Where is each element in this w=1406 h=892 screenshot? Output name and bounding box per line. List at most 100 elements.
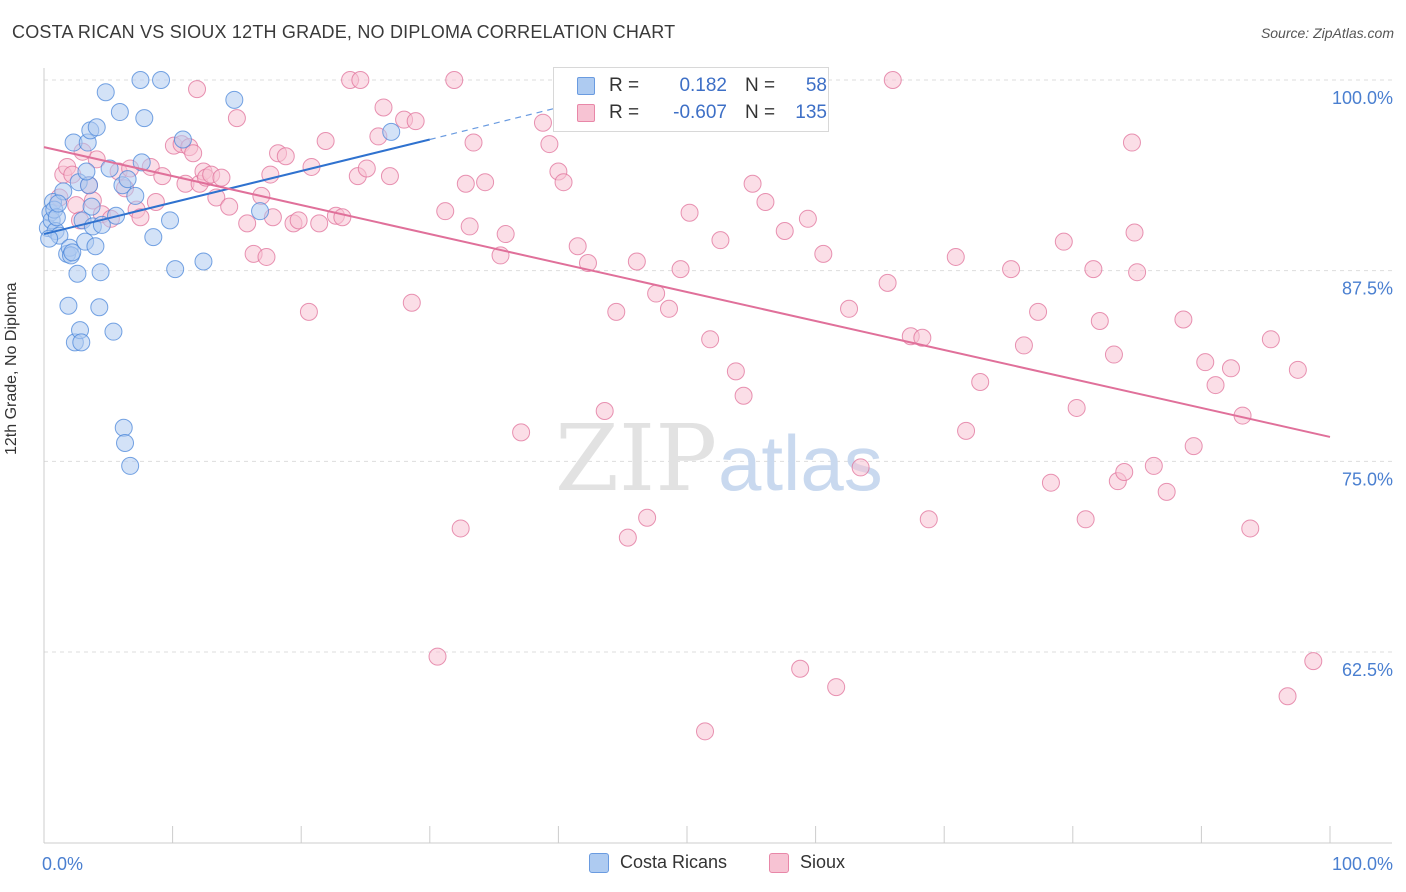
y-tick-label: 87.5%: [1342, 279, 1393, 299]
sioux-point: [512, 423, 531, 442]
costa-rican-point: [77, 162, 96, 181]
legend-row-sioux: R = -0.607 N = 135: [554, 100, 827, 126]
sioux-point: [659, 299, 678, 318]
costa-rican-point: [49, 194, 68, 213]
sioux-point: [1157, 482, 1176, 501]
costa-rican-point: [118, 170, 137, 189]
costa-rican-point: [144, 228, 163, 247]
y-tick-label: 100.0%: [1332, 88, 1393, 108]
x-tick-label: 100.0%: [1332, 854, 1393, 874]
sioux-point: [451, 519, 470, 538]
sioux-point: [496, 225, 515, 244]
costa-rican-point: [121, 456, 140, 475]
sioux-point: [1206, 376, 1225, 395]
legend-n-value: 135: [795, 102, 827, 123]
sioux-point: [840, 299, 859, 318]
sioux-point: [957, 421, 976, 440]
sioux-point: [1076, 510, 1095, 529]
costa-rican-point: [114, 418, 133, 437]
costa-rican-point: [72, 333, 91, 352]
sioux-point: [578, 254, 597, 273]
sioux-point: [971, 373, 990, 392]
sioux-point: [1104, 345, 1123, 364]
sioux-point: [883, 71, 902, 89]
sioux-point: [1115, 463, 1134, 482]
sioux-point: [316, 132, 335, 151]
costa-rican-point: [100, 159, 119, 178]
sioux-point: [756, 193, 775, 212]
sioux-point: [878, 273, 897, 292]
costa-rican-point: [194, 252, 213, 271]
sioux-point: [333, 208, 352, 227]
sioux-point: [680, 203, 699, 222]
sioux-point: [647, 284, 666, 303]
sioux-point: [220, 197, 239, 216]
legend-r-label: R =: [609, 75, 640, 96]
legend-swatch-sioux: [769, 852, 789, 873]
sioux-point: [814, 244, 833, 263]
sioux-point: [1054, 232, 1073, 251]
sioux-point: [638, 508, 657, 527]
y-tick-labels: 100.0% 87.5% 75.0% 62.5%: [1332, 88, 1393, 680]
costa-rican-point: [135, 109, 154, 128]
costa-rican-point: [173, 130, 192, 149]
sioux-point: [540, 135, 559, 154]
sioux-point: [1128, 263, 1147, 282]
legend-label-sioux: Sioux: [800, 852, 846, 872]
sioux-point: [227, 109, 246, 128]
legend-n-label: N =: [745, 102, 776, 123]
legend-swatch-costa-ricans: [589, 852, 609, 873]
sioux-point: [238, 214, 257, 233]
sioux-point: [1002, 260, 1021, 279]
costa-rican-point: [251, 202, 270, 221]
sioux-point: [1304, 652, 1323, 671]
legend-r-label: R =: [609, 102, 640, 123]
costa-rican-point: [63, 243, 82, 262]
sioux-point: [946, 247, 965, 266]
axes: [43, 68, 1392, 844]
sioux-point: [1122, 133, 1141, 152]
costa-rican-point: [152, 71, 171, 89]
sioux-point: [310, 214, 329, 233]
sioux-point: [618, 528, 637, 547]
costa-rican-point: [104, 322, 123, 341]
sioux-point: [406, 112, 425, 131]
costa-rican-point: [225, 90, 244, 109]
sioux-point: [1029, 302, 1048, 321]
costa-rican-trend-line: [43, 138, 431, 236]
watermark-zip: ZIP: [555, 405, 717, 512]
legend-item-costa-ricans[interactable]: Costa Ricans: [589, 852, 727, 873]
sioux-point: [1014, 336, 1033, 355]
sioux-point: [476, 173, 495, 192]
sioux-point: [456, 174, 475, 193]
costa-rican-point: [91, 263, 110, 282]
watermark: ZIP atlas: [555, 405, 883, 512]
sioux-point: [1278, 687, 1297, 706]
legend-label-costa-ricans: Costa Ricans: [620, 852, 728, 872]
sioux-point: [184, 144, 203, 163]
sioux-point: [798, 209, 817, 228]
sioux-point: [257, 247, 276, 266]
sioux-point: [1084, 260, 1103, 279]
sioux-point: [827, 678, 846, 697]
sioux-point: [701, 330, 720, 349]
costa-rican-point: [116, 434, 135, 453]
sioux-point: [791, 659, 810, 678]
sioux-trend-line: [43, 146, 1331, 438]
correlation-legend: R = 0.182 N = 58 R = -0.607 N = 135: [553, 67, 829, 132]
costa-rican-point: [82, 197, 101, 216]
sioux-point: [533, 113, 552, 132]
sioux-point: [464, 133, 483, 152]
trend-lines: [43, 106, 1331, 438]
y-tick-label: 62.5%: [1342, 660, 1393, 680]
sioux-point: [1090, 312, 1109, 331]
legend-item-sioux[interactable]: Sioux: [769, 852, 845, 873]
sioux-point: [743, 174, 762, 193]
sioux-point: [919, 510, 938, 529]
costa-rican-point: [59, 296, 78, 315]
sioux-point: [851, 458, 870, 477]
sioux-point: [1288, 360, 1307, 379]
sioux-point: [671, 260, 690, 279]
sioux-point: [357, 159, 376, 178]
